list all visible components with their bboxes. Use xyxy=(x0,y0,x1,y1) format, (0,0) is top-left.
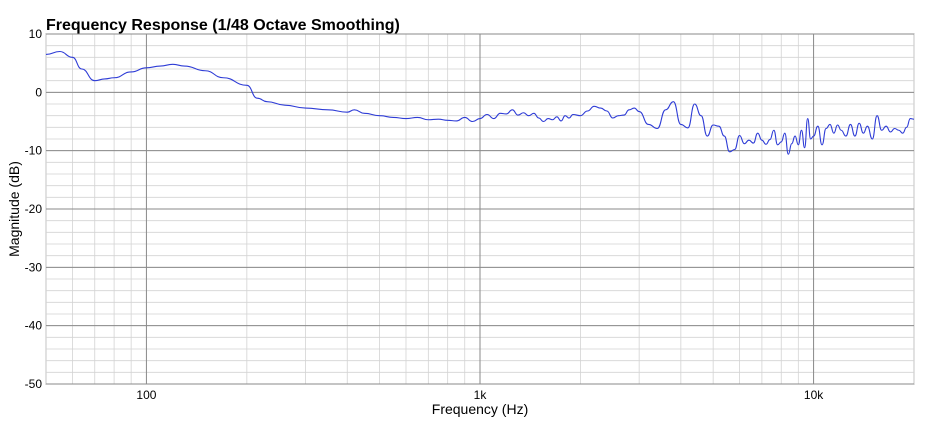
x-axis-ticks: 100 1k 10k xyxy=(136,388,824,402)
y-tick-label: -10 xyxy=(25,144,43,158)
y-tick-label: -30 xyxy=(25,260,43,274)
series-line xyxy=(45,50,915,155)
chart-title: Frequency Response (1/48 Octave Smoothin… xyxy=(46,17,400,34)
y-tick-label: 0 xyxy=(35,85,42,99)
y-tick-label: -20 xyxy=(25,202,43,216)
major-grid xyxy=(46,33,914,385)
x-axis-label: Frequency (Hz) xyxy=(432,401,528,417)
y-tick-label: -50 xyxy=(25,377,43,391)
y-axis-ticks: 10 0 -10 -20 -30 -40 -50 xyxy=(25,27,43,391)
y-tick-label: 10 xyxy=(29,27,43,41)
x-tick-label: 10k xyxy=(804,388,824,402)
x-tick-label: 1k xyxy=(474,388,488,402)
y-axis-label: Magnitude (dB) xyxy=(6,161,22,257)
x-tick-label: 100 xyxy=(136,388,156,402)
y-tick-label: -40 xyxy=(25,319,43,333)
